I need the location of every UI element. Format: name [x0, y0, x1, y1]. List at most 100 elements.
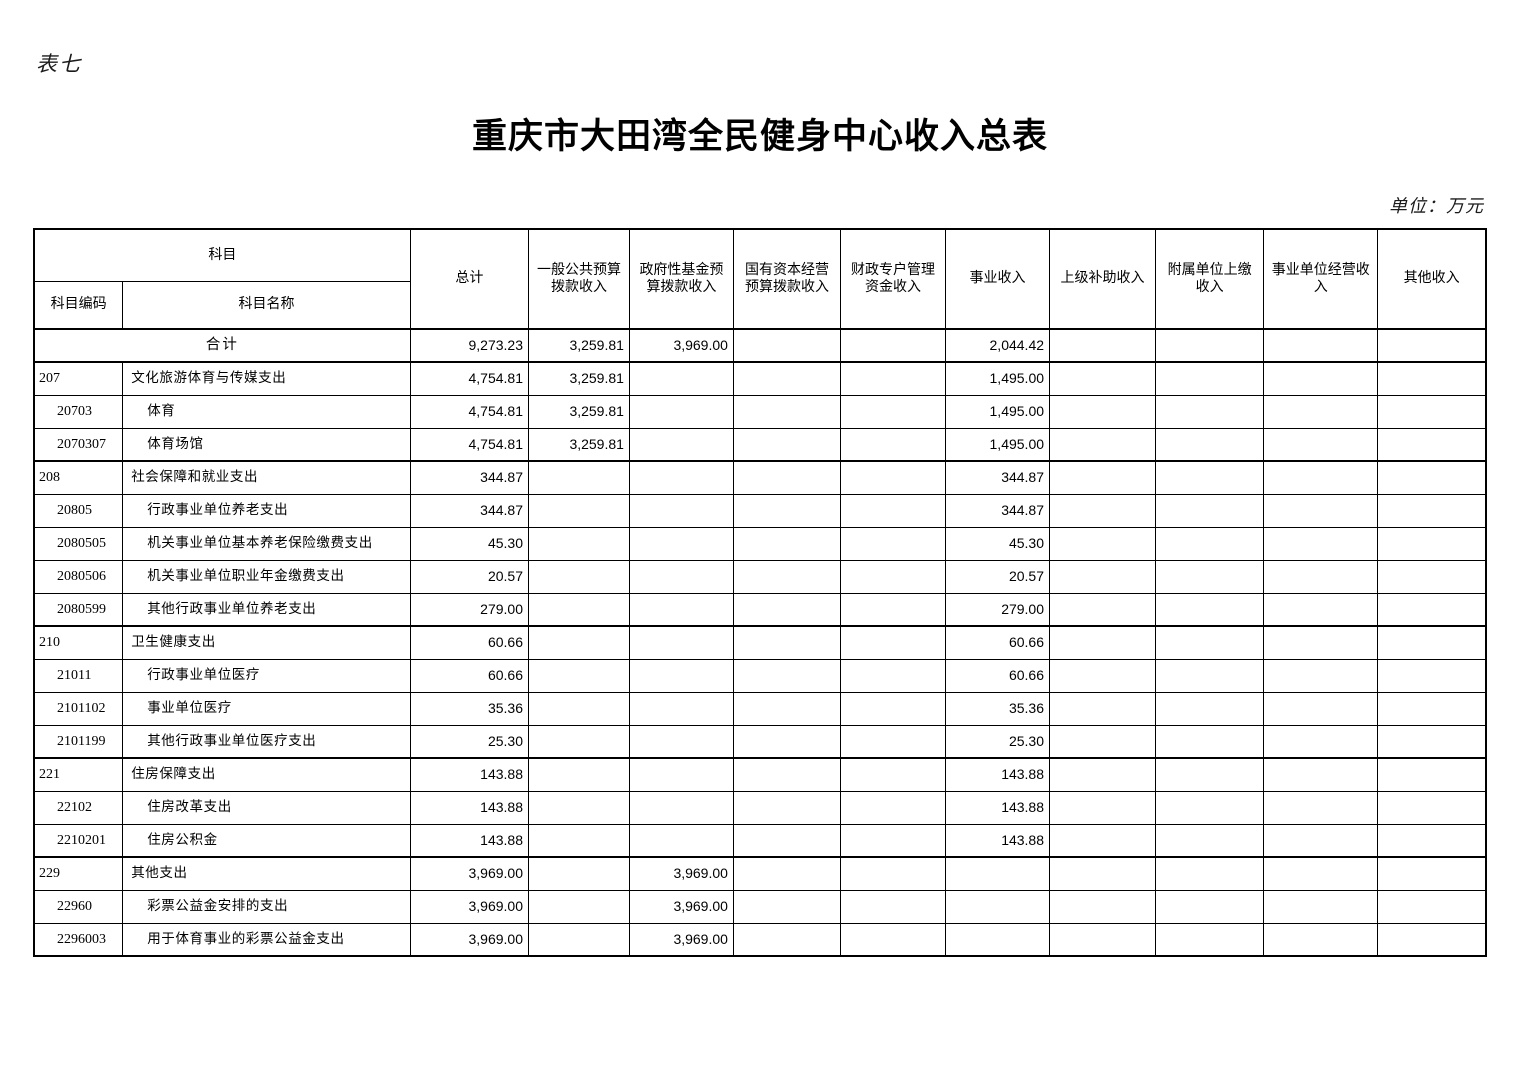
cell-operating-income: 45.30 — [945, 526, 1051, 561]
cell-other-income — [1377, 823, 1487, 858]
cell-subject-code: 22960 — [33, 889, 124, 924]
cell-operating-income: 143.88 — [945, 823, 1051, 858]
cell-unit-business — [1263, 691, 1379, 726]
table-header: 科目 总计 一般公共预算拨款收入 政府性基金预算拨款收入 国有资本经营预算拨款收… — [33, 228, 1487, 330]
cell-total: 143.88 — [409, 823, 530, 858]
cell-total: 4,754.81 — [409, 427, 530, 462]
cell-gov-fund: 3,969.00 — [628, 922, 734, 957]
cell-operating-income: 279.00 — [945, 592, 1051, 627]
cell-operating-income: 60.66 — [945, 658, 1051, 693]
cell-superior-subsidy — [1049, 361, 1157, 396]
cell-unit-business — [1263, 559, 1379, 594]
cell-superior-subsidy — [1049, 724, 1157, 759]
cell-subject-name: 机关事业单位职业年金缴费支出 — [122, 559, 411, 594]
cell-other-income — [1377, 427, 1487, 462]
unit-note: 单位：万元 — [1389, 196, 1484, 217]
table-row: 20805 行政事业单位养老支出 344.87 344.87 — [33, 493, 1487, 528]
cell-operating-income: 1,495.00 — [945, 427, 1051, 462]
cell-subject-code: 21011 — [33, 658, 124, 693]
cell-gov-fund — [628, 394, 734, 429]
cell-other-income — [1377, 493, 1487, 528]
cell-superior-subsidy — [1049, 757, 1157, 792]
header-operating-income: 事业收入 — [945, 228, 1051, 330]
header-subject-group: 科目 — [33, 228, 411, 282]
cell-fiscal-account — [839, 790, 947, 825]
header-subject-code: 科目编码 — [33, 280, 124, 330]
cell-gov-fund — [628, 823, 734, 858]
sheet-label: 表七 — [36, 52, 82, 76]
cell-general-budget — [528, 625, 630, 660]
cell-gov-fund — [628, 625, 734, 660]
table-row: 2210201 住房公积金 143.88 143.88 — [33, 823, 1487, 858]
cell-general-budget — [528, 856, 630, 891]
cell-other-income — [1377, 889, 1487, 924]
cell-superior-subsidy — [1049, 889, 1157, 924]
cell-fiscal-account — [839, 856, 947, 891]
cell-state-capital — [732, 592, 842, 627]
cell-subject-code: 2296003 — [33, 922, 124, 957]
cell-operating-income: 143.88 — [945, 757, 1051, 792]
cell-total: 35.36 — [409, 691, 530, 726]
cell-total: 4,754.81 — [409, 361, 530, 396]
cell-unit-business — [1263, 724, 1379, 759]
cell-general-budget — [528, 757, 630, 792]
cell-other-income — [1377, 394, 1487, 429]
cell-superior-subsidy — [1049, 691, 1157, 726]
table-row: 229 其他支出 3,969.00 3,969.00 — [33, 856, 1487, 891]
cell-unit-business — [1263, 823, 1379, 858]
cell-subordinate-remit — [1155, 625, 1265, 660]
cell-fiscal-account — [839, 757, 947, 792]
cell-other-income — [1377, 625, 1487, 660]
cell-fiscal-account — [839, 328, 947, 363]
cell-operating-income: 344.87 — [945, 493, 1051, 528]
cell-subordinate-remit — [1155, 856, 1265, 891]
cell-gov-fund: 3,969.00 — [628, 889, 734, 924]
cell-total: 20.57 — [409, 559, 530, 594]
cell-state-capital — [732, 724, 842, 759]
cell-operating-income — [945, 889, 1051, 924]
cell-state-capital — [732, 922, 842, 957]
header-total: 总计 — [409, 228, 530, 330]
cell-fiscal-account — [839, 592, 947, 627]
cell-total: 3,969.00 — [409, 922, 530, 957]
cell-subject-code: 22102 — [33, 790, 124, 825]
cell-subject-name: 卫生健康支出 — [122, 625, 411, 660]
cell-state-capital — [732, 493, 842, 528]
cell-operating-income: 344.87 — [945, 460, 1051, 495]
cell-other-income — [1377, 328, 1487, 363]
cell-general-budget — [528, 823, 630, 858]
table-row: 2296003 用于体育事业的彩票公益金支出 3,969.00 3,969.00 — [33, 922, 1487, 957]
table-row: 2101199 其他行政事业单位医疗支出 25.30 25.30 — [33, 724, 1487, 759]
cell-subject-name: 文化旅游体育与传媒支出 — [122, 361, 411, 396]
cell-superior-subsidy — [1049, 526, 1157, 561]
cell-gov-fund: 3,969.00 — [628, 856, 734, 891]
cell-subject-name: 社会保障和就业支出 — [122, 460, 411, 495]
cell-superior-subsidy — [1049, 658, 1157, 693]
header-row-top: 科目 总计 一般公共预算拨款收入 政府性基金预算拨款收入 国有资本经营预算拨款收… — [33, 228, 1487, 330]
cell-state-capital — [732, 394, 842, 429]
cell-subject-code: 2101102 — [33, 691, 124, 726]
cell-unit-business — [1263, 526, 1379, 561]
cell-fiscal-account — [839, 493, 947, 528]
cell-unit-business — [1263, 889, 1379, 924]
page-title: 重庆市大田湾全民健身中心收入总表 — [471, 116, 1048, 157]
cell-unit-business — [1263, 625, 1379, 660]
cell-total: 45.30 — [409, 526, 530, 561]
cell-general-budget: 3,259.81 — [528, 361, 630, 396]
cell-general-budget — [528, 922, 630, 957]
table-row: 22102 住房改革支出 143.88 143.88 — [33, 790, 1487, 825]
cell-subordinate-remit — [1155, 691, 1265, 726]
cell-subordinate-remit — [1155, 757, 1265, 792]
cell-subject-code: 208 — [33, 460, 124, 495]
header-unit-business: 事业单位经营收入 — [1263, 228, 1379, 330]
cell-subject-code: 2101199 — [33, 724, 124, 759]
cell-general-budget: 3,259.81 — [528, 394, 630, 429]
cell-operating-income: 20.57 — [945, 559, 1051, 594]
cell-state-capital — [732, 790, 842, 825]
cell-state-capital — [732, 526, 842, 561]
cell-subject-code: 20805 — [33, 493, 124, 528]
cell-subordinate-remit — [1155, 922, 1265, 957]
cell-unit-business — [1263, 460, 1379, 495]
cell-subject-name: 住房公积金 — [122, 823, 411, 858]
cell-total: 279.00 — [409, 592, 530, 627]
